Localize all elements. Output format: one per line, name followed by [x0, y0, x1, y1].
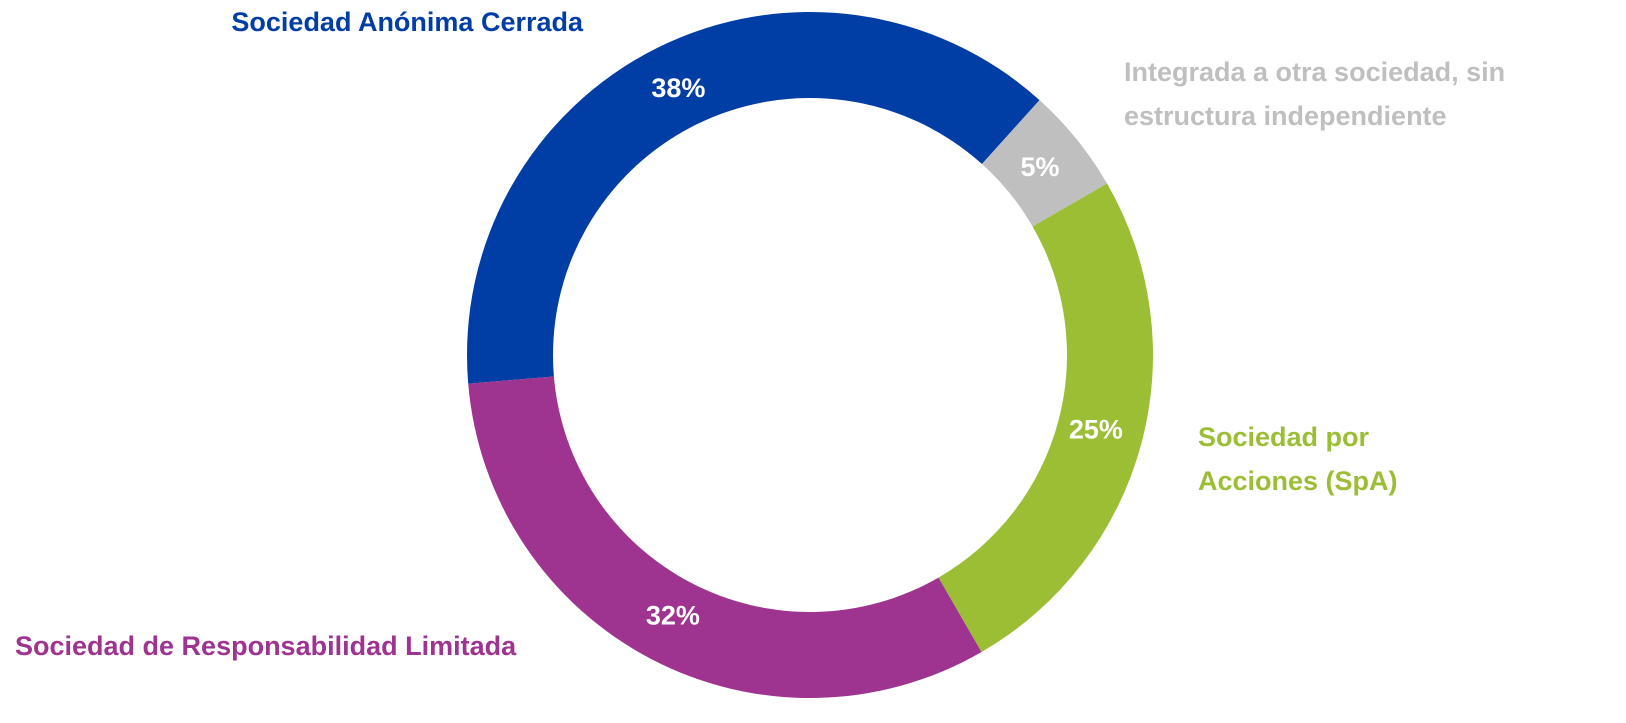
- category-label: Integrada a otra sociedad, sin estructur…: [1124, 57, 1506, 131]
- category-label: Sociedad Anónima Cerrada: [231, 7, 583, 37]
- value-label: 38%: [651, 73, 705, 103]
- donut-slice: [467, 11, 1040, 384]
- value-label: 5%: [1021, 152, 1060, 182]
- donut-slice: [981, 100, 1108, 227]
- donut-slice: [938, 183, 1153, 653]
- donut-slice: [468, 376, 982, 699]
- category-label: Sociedad por Acciones (SpA): [1198, 422, 1398, 496]
- category-label: Sociedad de Responsabilidad Limitada: [15, 631, 517, 661]
- value-label: 32%: [646, 600, 700, 630]
- value-label: 25%: [1069, 415, 1123, 445]
